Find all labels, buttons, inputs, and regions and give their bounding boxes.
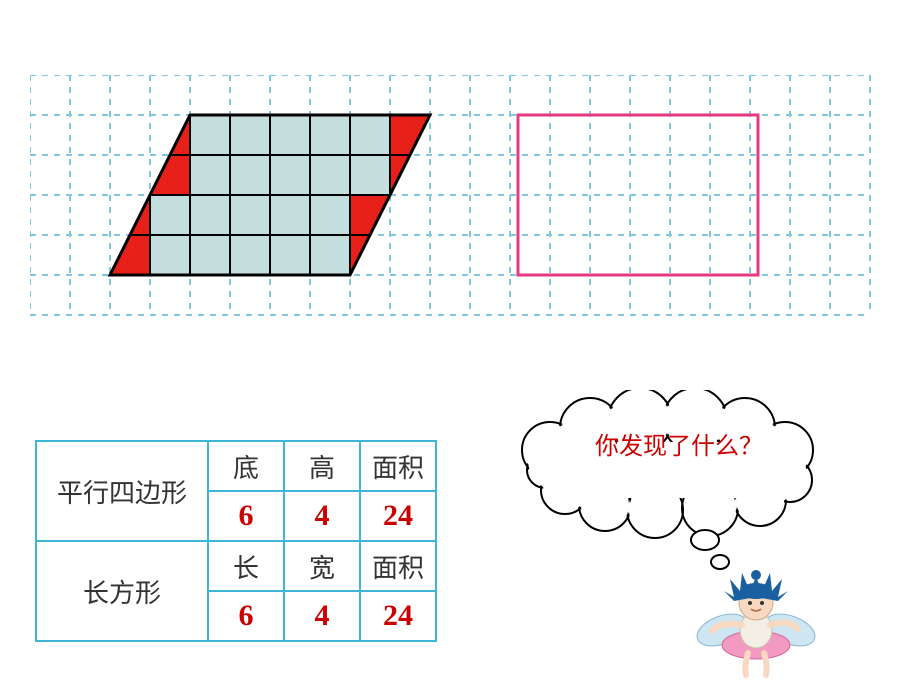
hdr-area2: 面积 [360,541,436,591]
bubble-text: 你发现了什么？ [595,426,763,461]
hdr-height: 高 [284,441,360,491]
hdr-area: 面积 [360,441,436,491]
val-width-2: 4 [284,591,360,641]
val-length-2: 6 [208,591,284,641]
hdr-length: 长 [208,541,284,591]
hdr-base: 底 [208,441,284,491]
row-parallelogram-name: 平行四边形 [36,441,208,541]
val-area-1: 24 [360,491,436,541]
row-rectangle-name: 长方形 [36,541,208,641]
val-area-2: 24 [360,591,436,641]
thought-bubble-group: 你发现了什么？ [490,390,900,670]
hdr-width: 宽 [284,541,360,591]
val-height-1: 4 [284,491,360,541]
comparison-table: 平行四边形 底 高 面积 6 4 24 长方形 长 宽 面积 6 4 24 [35,440,437,642]
grid-diagram [30,75,890,325]
val-base-1: 6 [208,491,284,541]
grid-svg [30,75,890,325]
